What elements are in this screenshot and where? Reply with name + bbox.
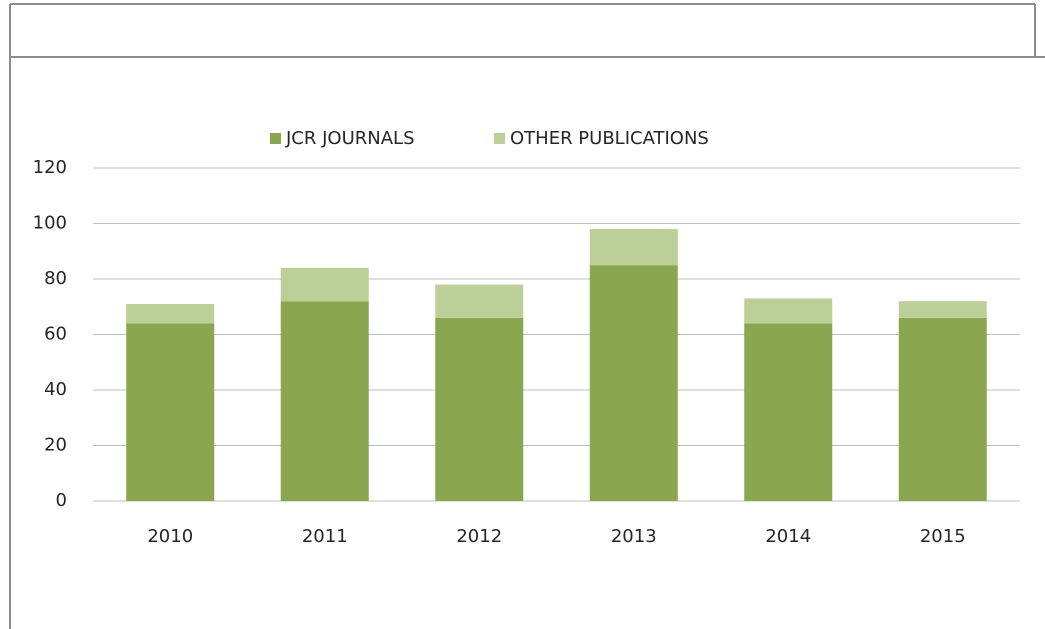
- bar-segment: [435, 317, 524, 501]
- y-tick-label: 20: [44, 435, 67, 456]
- y-tick-label: 100: [33, 213, 67, 234]
- bar-segment: [898, 301, 987, 318]
- bar-segment: [744, 323, 833, 501]
- y-tick-label: 0: [56, 490, 67, 511]
- bar-segment: [589, 265, 678, 501]
- bar-segment: [280, 301, 369, 501]
- y-tick-label: 40: [44, 379, 67, 400]
- y-tick-label: 60: [44, 324, 67, 345]
- legend-label: OTHER PUBLICATIONS: [510, 128, 709, 149]
- x-tick-label: 2011: [302, 526, 348, 547]
- y-tick-label: 120: [33, 157, 67, 178]
- bar-segment: [126, 323, 215, 501]
- x-tick-label: 2012: [456, 526, 502, 547]
- bar-segment: [280, 267, 369, 302]
- y-tick-label: 80: [44, 268, 67, 289]
- legend-swatch: [494, 133, 505, 144]
- x-tick-label: 2015: [920, 526, 966, 547]
- x-tick-label: 2010: [147, 526, 193, 547]
- x-tick-label: 2013: [611, 526, 657, 547]
- bar-segment: [898, 317, 987, 501]
- legend-label: JCR JOURNALS: [285, 128, 415, 149]
- bar-segment: [435, 284, 524, 318]
- bar-segment: [126, 303, 215, 324]
- bar-segment: [744, 298, 833, 324]
- bar-segment: [589, 229, 678, 266]
- legend-swatch: [270, 133, 281, 144]
- x-tick-label: 2014: [765, 526, 811, 547]
